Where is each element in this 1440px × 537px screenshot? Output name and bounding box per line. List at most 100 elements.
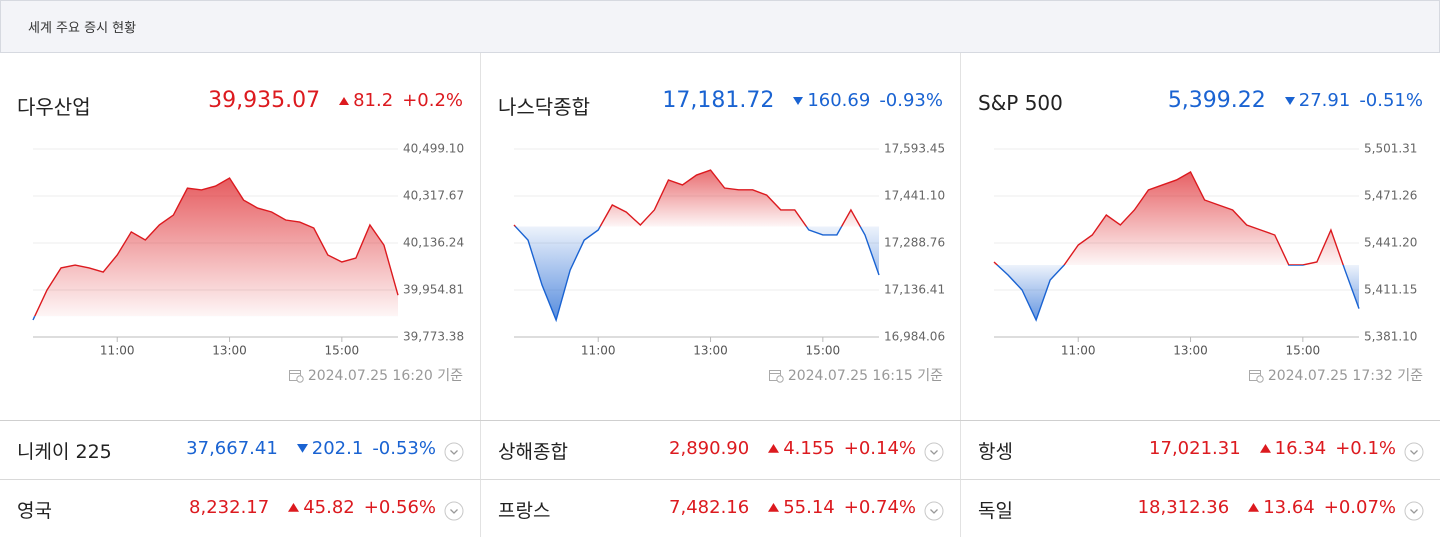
expand-button[interactable] bbox=[444, 501, 464, 521]
arrow-icon bbox=[1259, 444, 1271, 453]
price: 7,482.16 bbox=[669, 497, 750, 518]
price: 17,181.72 bbox=[662, 88, 775, 113]
y-tick-label: 16,984.06 bbox=[884, 330, 945, 344]
arrow-icon bbox=[768, 444, 780, 453]
line-below bbox=[996, 265, 1360, 322]
price: 2,890.90 bbox=[669, 438, 750, 459]
timestamp: 2024.07.25 16:20 기준 bbox=[288, 365, 463, 385]
chart: 40,499.10 40,317.67 40,136.24 39,954.81 39,7… bbox=[32, 142, 464, 358]
y-tick-label: 39,773.38 bbox=[403, 330, 464, 344]
change-percent: +0.2% bbox=[402, 90, 463, 111]
change-percent: +0.14% bbox=[843, 438, 916, 459]
index-row: 프랑스 7,482.16 55.14 +0.74% bbox=[480, 479, 960, 537]
area-below bbox=[514, 226, 879, 321]
expand-button[interactable] bbox=[924, 501, 944, 521]
arrow-icon bbox=[793, 96, 804, 105]
quote: 17,181.72 160.69 -0.93% bbox=[662, 88, 943, 113]
header: 세계 주요 증시 현황 bbox=[0, 0, 1440, 53]
index-row: 항셍 17,021.31 16.34 +0.1% bbox=[960, 421, 1440, 479]
change-value: 4.155 bbox=[783, 438, 835, 459]
y-tick-label: 17,136.41 bbox=[884, 282, 945, 296]
x-tick-label: 13:00 bbox=[693, 344, 728, 358]
change-percent: +0.56% bbox=[363, 497, 436, 518]
quote: 37,667.41 202.1 -0.53% bbox=[186, 438, 436, 459]
y-tick-label: 5,501.31 bbox=[1364, 142, 1417, 156]
change-value: 27.91 bbox=[1298, 90, 1351, 111]
timestamp: 2024.07.25 17:32 기준 bbox=[1248, 365, 1423, 385]
index-panel: 나스닥종합 17,181.72 160.69 -0.93% 17,593.45 17,44… bbox=[480, 53, 960, 420]
y-tick-label: 17,288.76 bbox=[884, 235, 945, 249]
header-title: 세계 주요 증시 현황 bbox=[28, 21, 137, 36]
x-tick-label: 13:00 bbox=[212, 344, 247, 358]
index-name: 나스닥종합 bbox=[498, 95, 590, 119]
x-tick-label: 15:00 bbox=[1286, 344, 1321, 358]
index-name: 프랑스 bbox=[498, 500, 551, 522]
quote: 7,482.16 55.14 +0.74% bbox=[669, 497, 916, 518]
quote: 2,890.90 4.155 +0.14% bbox=[669, 438, 916, 459]
y-tick-label: 5,411.15 bbox=[1364, 283, 1417, 297]
change-value: 160.69 bbox=[807, 90, 871, 111]
change-percent: +0.1% bbox=[1335, 438, 1396, 459]
index-name: 상해종합 bbox=[498, 441, 568, 463]
y-tick-label: 40,136.24 bbox=[403, 236, 464, 250]
line-above bbox=[513, 169, 862, 227]
index-name: 독일 bbox=[978, 500, 1013, 522]
change: 4.155 bbox=[768, 438, 835, 459]
x-tick-label: 15:00 bbox=[806, 344, 841, 358]
change-value: 55.14 bbox=[783, 497, 835, 518]
line-above bbox=[993, 171, 1344, 266]
x-tick-label: 11:00 bbox=[1061, 344, 1096, 358]
y-tick-label: 17,593.45 bbox=[884, 142, 945, 156]
change-percent: -0.51% bbox=[1359, 90, 1423, 111]
index-name: 다우산업 bbox=[17, 95, 91, 119]
change: 160.69 bbox=[793, 90, 870, 111]
calendar-icon bbox=[1248, 370, 1264, 383]
y-tick-label: 17,441.10 bbox=[884, 189, 945, 203]
expand-button[interactable] bbox=[444, 442, 464, 462]
x-tick-label: 11:00 bbox=[581, 344, 616, 358]
updated-time: 2024.07.25 16:20 기준 bbox=[307, 368, 463, 384]
chart: 5,501.31 5,471.26 5,441.20 5,411.15 5,381.10… bbox=[993, 142, 1417, 358]
index-panel: S&P 500 5,399.22 27.91 -0.51% 5,501.31 5,471.… bbox=[960, 53, 1440, 420]
change-value: 13.64 bbox=[1263, 497, 1315, 518]
arrow-icon bbox=[296, 444, 308, 453]
quote: 39,935.07 81.2 +0.2% bbox=[208, 88, 463, 113]
expand-button[interactable] bbox=[1404, 442, 1424, 462]
arrow-icon bbox=[1284, 96, 1295, 105]
timestamp: 2024.07.25 16:15 기준 bbox=[768, 365, 943, 385]
expand-button[interactable] bbox=[1404, 501, 1424, 521]
y-tick-label: 5,471.26 bbox=[1364, 188, 1417, 202]
updated-time: 2024.07.25 17:32 기준 bbox=[1267, 368, 1423, 384]
change-value: 45.82 bbox=[303, 497, 355, 518]
calendar-icon bbox=[768, 370, 784, 383]
y-tick-label: 39,954.81 bbox=[403, 283, 464, 297]
arrow-icon bbox=[288, 503, 300, 512]
arrow-icon bbox=[339, 96, 350, 105]
price: 37,667.41 bbox=[186, 438, 278, 459]
change: 55.14 bbox=[768, 497, 835, 518]
arrow-icon bbox=[768, 503, 780, 512]
change-percent: +0.07% bbox=[1323, 497, 1396, 518]
index-name: S&P 500 bbox=[978, 91, 1063, 115]
change: 45.82 bbox=[288, 497, 355, 518]
quote: 5,399.22 27.91 -0.51% bbox=[1168, 88, 1423, 113]
price: 39,935.07 bbox=[208, 88, 321, 113]
quote: 8,232.17 45.82 +0.56% bbox=[189, 497, 436, 518]
price: 18,312.36 bbox=[1137, 497, 1230, 518]
change: 81.2 bbox=[339, 90, 393, 111]
quote: 18,312.36 13.64 +0.07% bbox=[1138, 497, 1396, 518]
index-row: 니케이 225 37,667.41 202.1 -0.53% bbox=[0, 421, 480, 479]
chart: 17,593.45 17,441.10 17,288.76 17,136.41 16,9… bbox=[513, 142, 945, 358]
change-percent: -0.93% bbox=[879, 90, 943, 111]
y-tick-label: 40,317.67 bbox=[403, 189, 464, 203]
calendar-icon bbox=[288, 370, 304, 383]
updated-time: 2024.07.25 16:15 기준 bbox=[787, 368, 943, 384]
change: 13.64 bbox=[1248, 497, 1315, 518]
area-above bbox=[994, 171, 1359, 266]
line-below bbox=[514, 226, 880, 323]
arrow-icon bbox=[1248, 503, 1260, 512]
area-above bbox=[514, 170, 861, 227]
expand-button[interactable] bbox=[924, 442, 944, 462]
change-percent: +0.74% bbox=[843, 497, 916, 518]
